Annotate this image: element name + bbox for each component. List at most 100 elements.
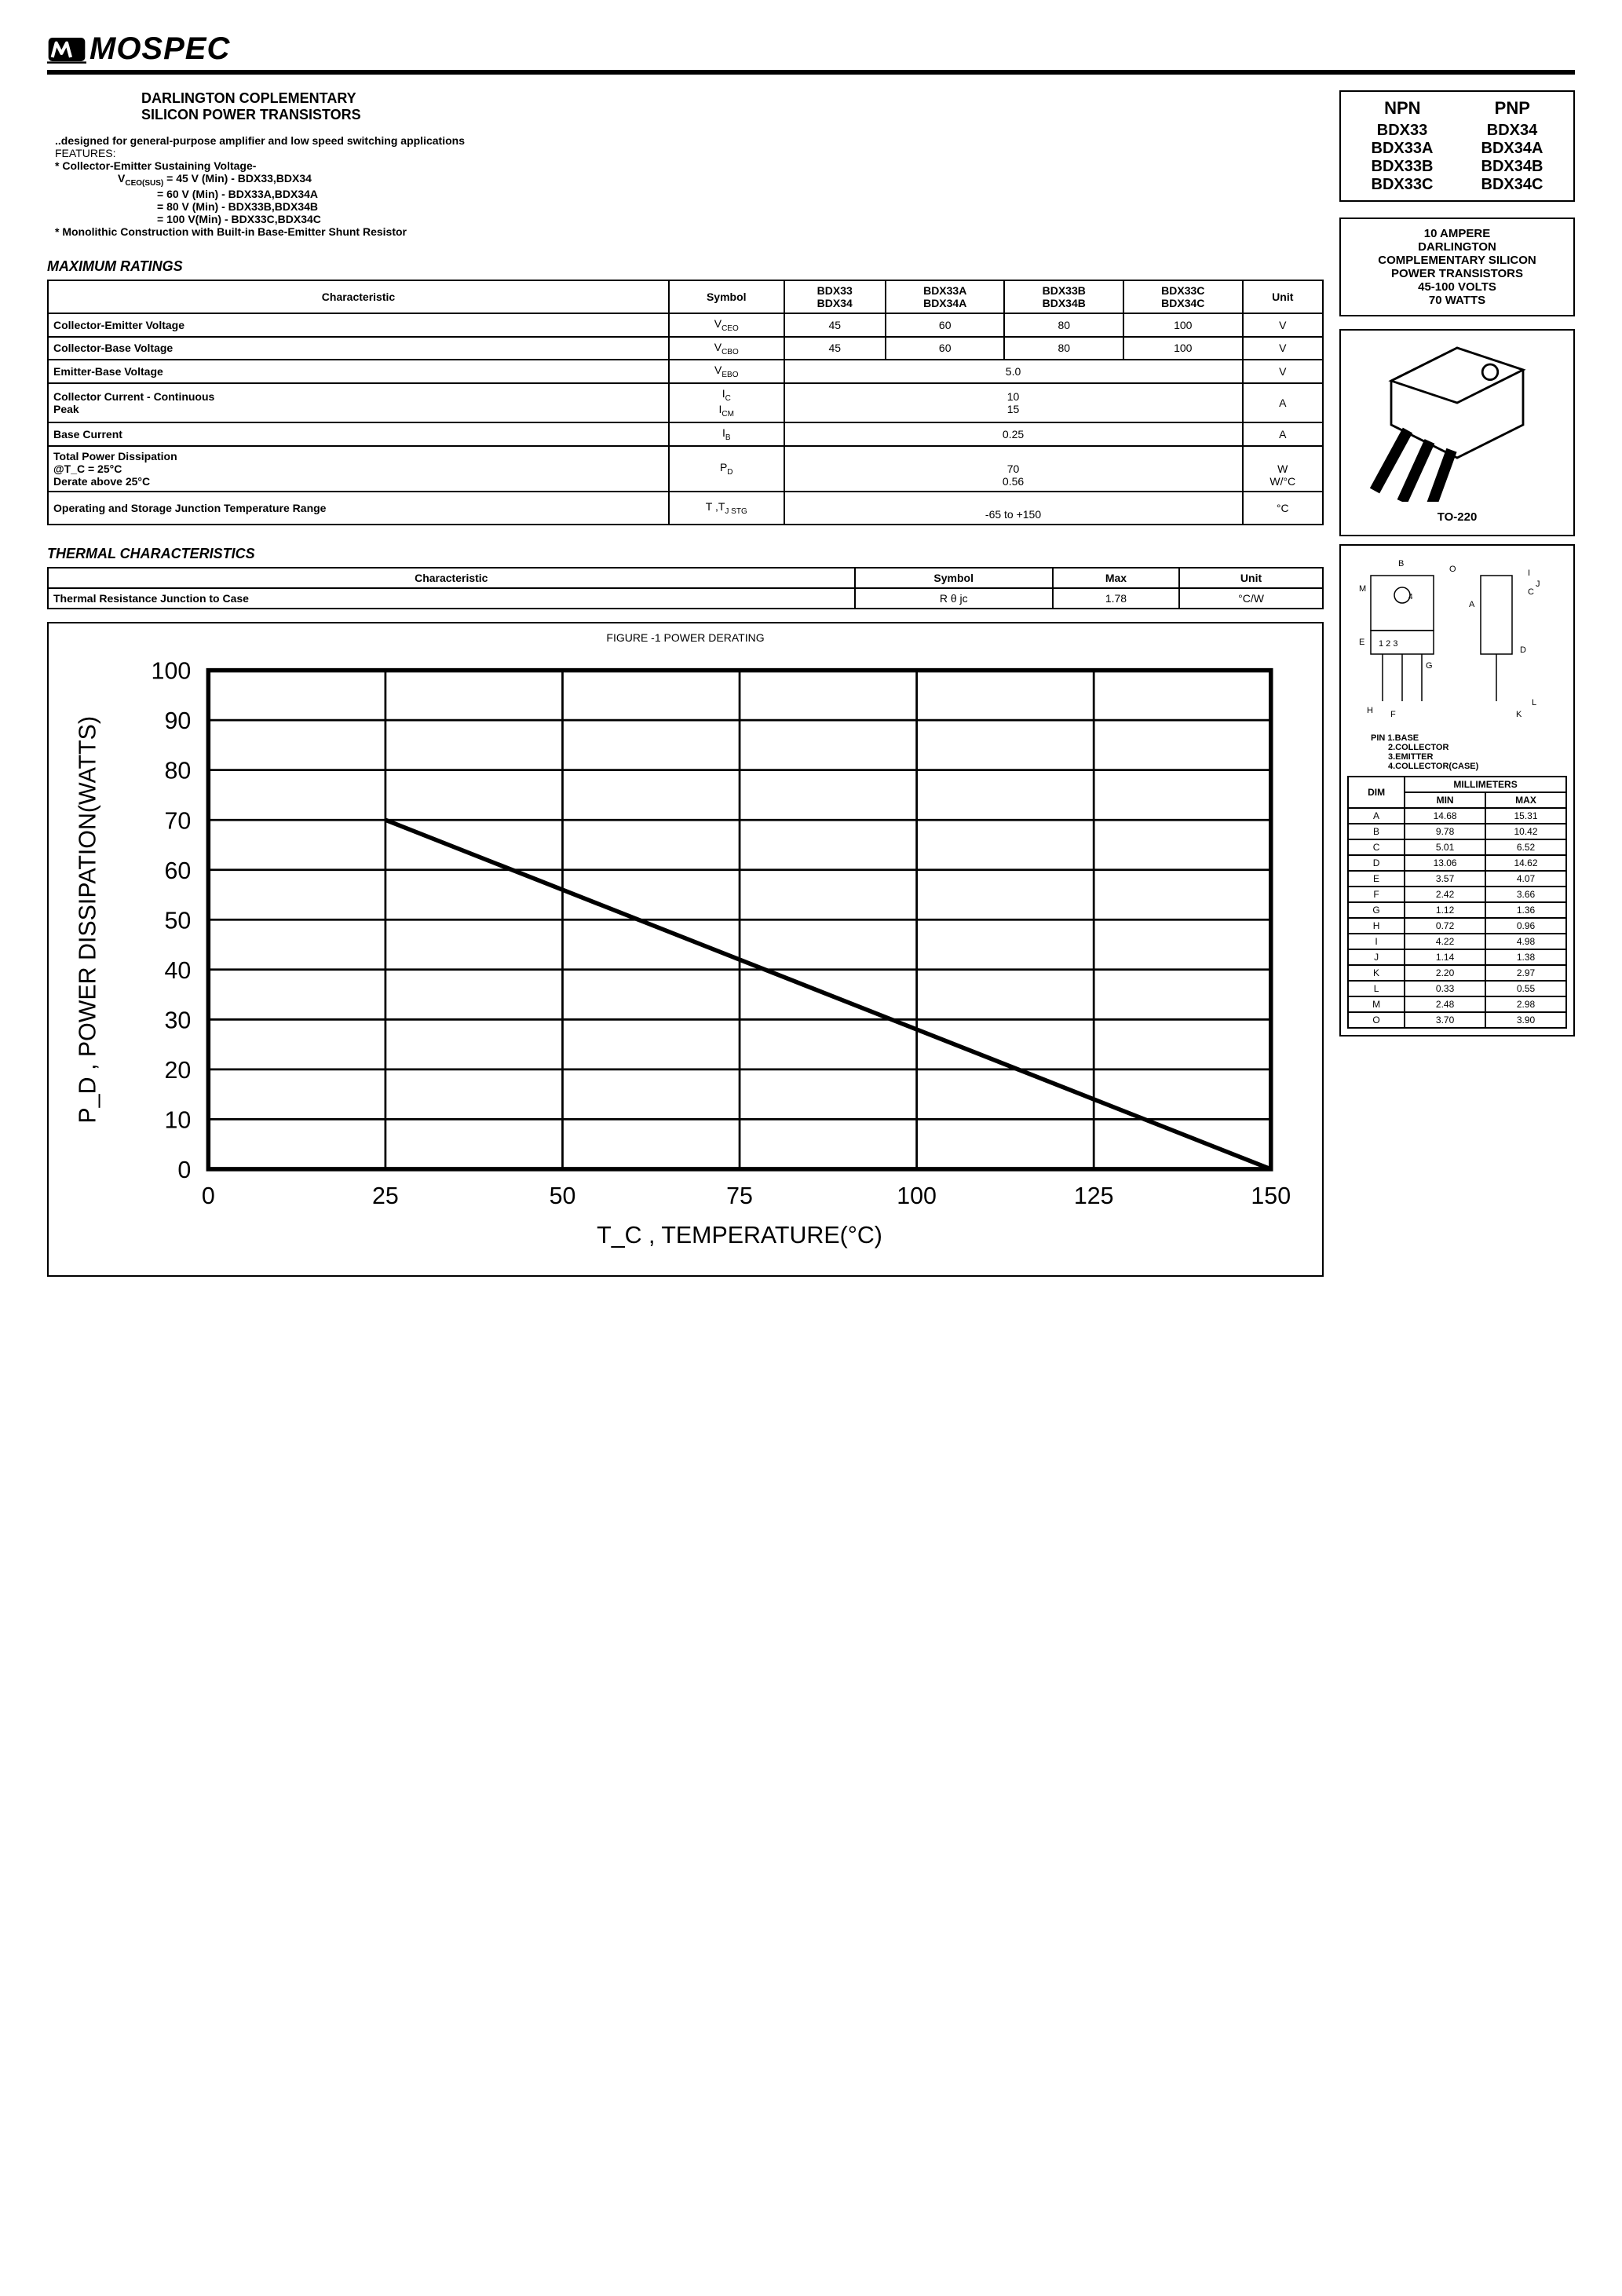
dim-cell: 3.66 <box>1485 887 1566 902</box>
ratings-symbol: VCEO <box>669 313 784 337</box>
dim-cell: 1.38 <box>1485 949 1566 965</box>
ratings-value: 100 <box>1123 337 1243 360</box>
main-title-2: SILICON POWER TRANSISTORS <box>141 107 1324 123</box>
chart-box: FIGURE -1 POWER DERATING 025507510012515… <box>47 622 1324 1277</box>
dim-cell: O <box>1348 1012 1405 1028</box>
svg-text:90: 90 <box>164 707 191 734</box>
dim-cell: I <box>1348 934 1405 949</box>
dim-cell: 0.96 <box>1485 918 1566 934</box>
svg-text:G: G <box>1426 661 1433 671</box>
features-label: FEATURES: <box>55 147 1324 159</box>
min-header: MIN <box>1405 792 1485 808</box>
logo-header: MOSPEC <box>47 31 1575 75</box>
svg-text:M: M <box>1359 584 1366 594</box>
spec-line-0: 10 AMPERE <box>1349 227 1565 240</box>
ratings-symbol: T ,TJ STG <box>669 492 784 525</box>
ratings-char: Collector-Base Voltage <box>48 337 669 360</box>
svg-text:D: D <box>1520 645 1526 655</box>
svg-text:70: 70 <box>164 807 191 834</box>
svg-text:40: 40 <box>164 956 191 983</box>
svg-text:125: 125 <box>1074 1183 1114 1209</box>
thermal-header-3: Unit <box>1179 568 1323 588</box>
svg-text:K: K <box>1516 710 1522 719</box>
svg-text:0: 0 <box>202 1183 215 1209</box>
part-number-box: NPN PNP BDX33BDX34BDX33ABDX34ABDX33BBDX3… <box>1339 90 1575 202</box>
svg-text:C: C <box>1528 587 1534 597</box>
ratings-char: Base Current <box>48 422 669 446</box>
ratings-unit: V <box>1243 360 1323 383</box>
power-derating-chart: 02550751001251500102030405060708090100T_… <box>57 649 1314 1256</box>
svg-text:20: 20 <box>164 1056 191 1083</box>
svg-text:B: B <box>1398 559 1404 569</box>
ratings-unit: A <box>1243 422 1323 446</box>
package-label: TO-220 <box>1347 510 1567 524</box>
svg-text:75: 75 <box>726 1183 753 1209</box>
dim-cell: A <box>1348 808 1405 824</box>
ratings-header-5: BDX33C BDX34C <box>1123 280 1243 313</box>
dim-cell: 15.31 <box>1485 808 1566 824</box>
dim-cell: D <box>1348 855 1405 871</box>
dim-cell: 9.78 <box>1405 824 1485 839</box>
description: ..designed for general-purpose amplifier… <box>55 134 1324 147</box>
ratings-header-3: BDX33A BDX34A <box>886 280 1005 313</box>
dim-cell: C <box>1348 839 1405 855</box>
dim-cell: 1.14 <box>1405 949 1485 965</box>
ratings-value: 100 <box>1123 313 1243 337</box>
dim-cell: J <box>1348 949 1405 965</box>
thermal-unit: °C/W <box>1179 588 1323 609</box>
svg-text:10: 10 <box>164 1106 191 1133</box>
thermal-title: THERMAL CHARACTERISTICS <box>47 546 1324 562</box>
ratings-unit: °C <box>1243 492 1323 525</box>
svg-text:150: 150 <box>1251 1183 1291 1209</box>
ratings-unit: V <box>1243 337 1323 360</box>
mm-header: MILLIMETERS <box>1405 777 1566 792</box>
to220-icon <box>1347 337 1567 502</box>
dim-cell: 3.70 <box>1405 1012 1485 1028</box>
dim-cell: L <box>1348 981 1405 996</box>
ratings-value: 60 <box>886 313 1005 337</box>
thermal-table: Characteristic Symbol Max Unit Thermal R… <box>47 567 1324 609</box>
spec-line-3: POWER TRANSISTORS <box>1349 267 1565 280</box>
spec-line-5: 70 WATTS <box>1349 294 1565 307</box>
ratings-unit: A <box>1243 383 1323 422</box>
dim-cell: 14.68 <box>1405 808 1485 824</box>
dimension-drawing: 4 1 2 3 B M O I C J A E D <box>1347 552 1567 725</box>
feature-line-0: VCEO(SUS) = 45 V (Min) - BDX33,BDX34 <box>118 172 1324 188</box>
svg-text:0: 0 <box>177 1157 191 1183</box>
dim-cell: 2.20 <box>1405 965 1485 981</box>
dimensions-table: DIM MILLIMETERS MIN MAX A14.6815.31B9.78… <box>1347 776 1567 1029</box>
ratings-value: 60 <box>886 337 1005 360</box>
logo-icon <box>47 35 86 64</box>
dim-cell: M <box>1348 996 1405 1012</box>
svg-text:80: 80 <box>164 757 191 784</box>
thermal-header-1: Symbol <box>855 568 1053 588</box>
feature-line-2: = 80 V (Min) - BDX33B,BDX34B <box>157 200 1324 213</box>
thermal-header-2: Max <box>1053 568 1179 588</box>
svg-text:60: 60 <box>164 857 191 883</box>
main-title-1: DARLINGTON COPLEMENTARY <box>141 90 1324 107</box>
svg-text:I: I <box>1528 569 1530 578</box>
ratings-unit: V <box>1243 313 1323 337</box>
dim-cell: 4.07 <box>1485 871 1566 887</box>
feature-1: * Collector-Emitter Sustaining Voltage- <box>55 159 1324 172</box>
ratings-symbol: PD <box>669 446 784 492</box>
ratings-value: 10 15 <box>784 383 1243 422</box>
dim-cell: K <box>1348 965 1405 981</box>
ratings-value: 80 <box>1004 313 1123 337</box>
pnp-header: PNP <box>1495 98 1530 119</box>
dim-cell: 6.52 <box>1485 839 1566 855</box>
feature-2: * Monolithic Construction with Built-in … <box>55 225 1324 238</box>
thermal-header-0: Characteristic <box>48 568 855 588</box>
ratings-header-4: BDX33B BDX34B <box>1004 280 1123 313</box>
dim-cell: 1.12 <box>1405 902 1485 918</box>
dim-cell: 3.57 <box>1405 871 1485 887</box>
ratings-char: Total Power Dissipation @T_C = 25°C Dera… <box>48 446 669 492</box>
ratings-unit: W W/°C <box>1243 446 1323 492</box>
dim-cell: H <box>1348 918 1405 934</box>
package-box: TO-220 <box>1339 329 1575 536</box>
dim-cell: E <box>1348 871 1405 887</box>
ratings-value: 70 0.56 <box>784 446 1243 492</box>
dim-cell: 2.97 <box>1485 965 1566 981</box>
thermal-char: Thermal Resistance Junction to Case <box>48 588 855 609</box>
ratings-value: 45 <box>784 313 886 337</box>
